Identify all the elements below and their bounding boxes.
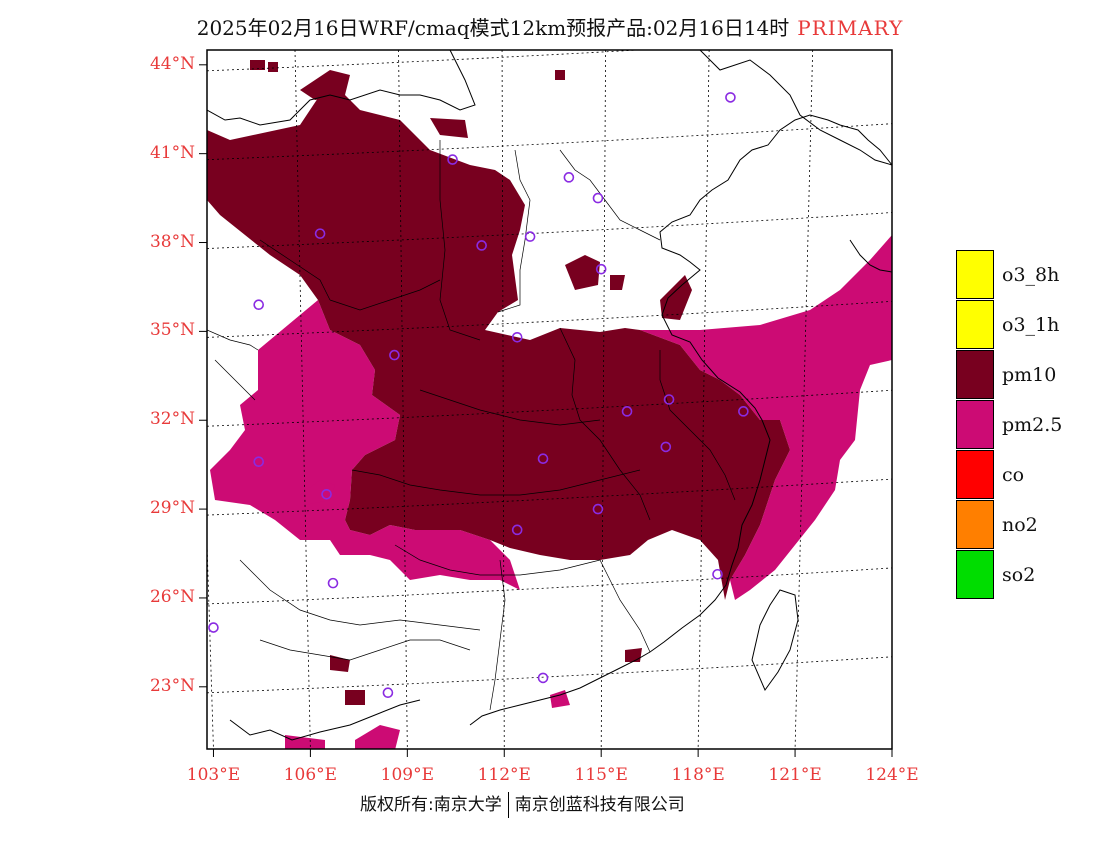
lon-label: 115°E	[574, 765, 628, 785]
footer-divider	[507, 792, 509, 818]
pm10-region	[207, 60, 790, 705]
pm25-southwest-area	[210, 300, 520, 590]
station-marker	[321, 488, 332, 500]
title-main: 2025年02月16日WRF/cmaq模式12km预报产品:02月16日14时	[196, 16, 790, 40]
graticule	[207, 50, 892, 749]
meridian-4	[600, 50, 606, 749]
legend-swatch	[956, 350, 994, 399]
legend-swatch	[956, 250, 994, 299]
station-marker	[621, 406, 633, 417]
station-marker	[389, 349, 400, 361]
pm10-main-area	[207, 90, 790, 600]
pm25-east-coast	[640, 235, 892, 600]
meridian-1	[294, 50, 311, 749]
station-marker	[476, 240, 487, 251]
lon-label: 112°E	[477, 765, 531, 785]
station-marker	[663, 394, 675, 405]
legend-swatch	[956, 550, 994, 599]
legend-swatch	[956, 300, 994, 349]
station-marker	[537, 453, 549, 465]
station-marker	[524, 231, 536, 242]
legend-swatch	[956, 450, 994, 499]
station-marker	[511, 332, 523, 343]
station-marker	[314, 228, 326, 239]
station-marker	[208, 622, 219, 633]
station-marker	[511, 524, 523, 536]
station-marker	[592, 503, 604, 515]
pm10-north-patch	[300, 70, 692, 320]
lon-label: 124°E	[865, 765, 919, 785]
footer: 版权所有:南京大学 南京创蓝科技有限公司	[360, 790, 685, 818]
station-marker	[327, 577, 339, 589]
station-marker	[447, 154, 458, 165]
legend-swatch	[956, 400, 994, 449]
meridian-5	[697, 50, 710, 749]
company-name: 南京创蓝科技有限公司	[514, 795, 685, 815]
lat-label: 38°N	[149, 231, 195, 252]
lat-label: 44°N	[149, 53, 195, 74]
axis-ticks	[199, 64, 893, 757]
legend-label: no2	[1002, 514, 1038, 536]
lon-label: 118°E	[671, 765, 725, 785]
legend-label: pm10	[1002, 364, 1057, 386]
map-frame	[206, 49, 893, 750]
lat-label: 26°N	[149, 586, 195, 607]
meridian-3	[501, 50, 505, 749]
meridian-7	[891, 737, 892, 749]
lat-label: 32°N	[149, 409, 195, 430]
station-marker	[592, 192, 604, 204]
legend-label: o3_1h	[1002, 314, 1060, 336]
station-marker	[537, 672, 549, 684]
station-marker	[253, 456, 264, 467]
parallel-6	[207, 567, 892, 605]
lat-label: 23°N	[149, 675, 195, 696]
station-marker	[253, 299, 264, 311]
station-marker	[738, 406, 749, 417]
station-marker	[660, 441, 672, 453]
lon-label: 103°E	[186, 765, 241, 785]
parallel-0	[207, 50, 646, 72]
lon-label: 106°E	[283, 765, 338, 785]
legend-label: co	[1002, 464, 1025, 486]
station-markers	[208, 92, 749, 699]
legend-swatch	[956, 500, 994, 549]
pm25-region	[210, 235, 892, 749]
parallel-7	[207, 656, 892, 694]
lon-label: 121°E	[768, 765, 822, 785]
legend-label: pm2.5	[1002, 414, 1063, 436]
lat-label: 41°N	[149, 142, 195, 163]
lat-label: 35°N	[149, 320, 195, 341]
lon-label: 109°E	[380, 765, 434, 785]
map-title: 2025年02月16日WRF/cmaq模式12km预报产品:02月16日14时 P…	[0, 12, 1100, 41]
meridian-6	[794, 50, 814, 749]
title-tag: PRIMARY	[797, 16, 904, 40]
province-borders	[207, 140, 736, 711]
meridian-2	[398, 50, 408, 749]
station-marker	[595, 263, 607, 275]
legend-label: o3_8h	[1002, 264, 1060, 286]
lat-label: 29°N	[149, 498, 195, 519]
station-marker	[725, 92, 736, 103]
copyright-owner: 版权所有:南京大学	[360, 795, 502, 815]
coastline	[207, 50, 892, 741]
legend-label: so2	[1002, 564, 1036, 586]
station-marker	[712, 568, 723, 580]
station-marker	[382, 687, 394, 699]
station-marker	[563, 172, 575, 183]
